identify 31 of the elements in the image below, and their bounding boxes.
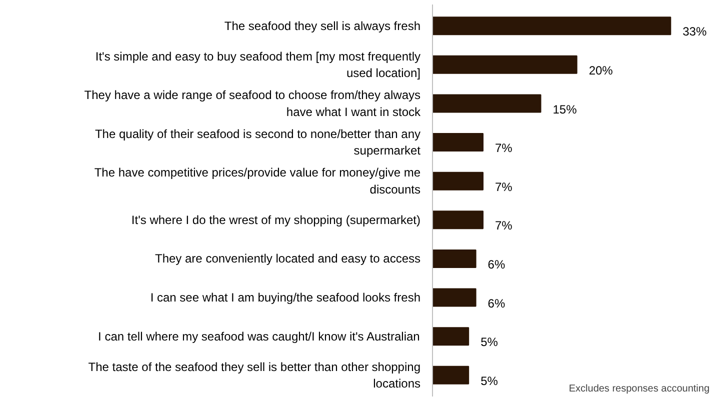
bar xyxy=(432,366,470,384)
y-tick-label: I can tell where my seafood was caught/I know it's Australian xyxy=(98,329,420,344)
bar xyxy=(432,55,578,74)
annotation: Excludes responses accounting xyxy=(568,384,710,394)
bar xyxy=(432,288,476,307)
data-label: 5% xyxy=(480,374,498,388)
y-tick-label: It's simple and easy to buy seafood them [my most frequently used location] xyxy=(95,49,421,80)
bar xyxy=(432,16,672,36)
bar xyxy=(432,327,470,346)
y-tick-label: It's where I do the wrest of my shopping (supermarket) xyxy=(131,212,421,227)
data-label: 7% xyxy=(495,218,513,233)
data-label: 7% xyxy=(495,141,513,156)
data-label: 6% xyxy=(488,296,506,310)
data-label: 6% xyxy=(488,258,506,272)
y-tick-label: I can see what I am buying/the seafood looks fresh xyxy=(150,290,421,305)
bar xyxy=(432,172,484,190)
data-label: 20% xyxy=(588,63,614,78)
bar xyxy=(432,94,542,113)
data-label: 5% xyxy=(480,335,498,350)
data-label: 7% xyxy=(495,180,513,194)
data-label: 33% xyxy=(682,24,707,39)
bar xyxy=(432,249,476,268)
bar xyxy=(432,133,484,152)
y-tick-label: The quality of their seafood is second to none/better than any supermarket xyxy=(94,126,422,158)
data-label: 15% xyxy=(552,102,578,116)
y-tick-label: The have competitive prices/provide value for money/give me discounts xyxy=(94,166,421,196)
y-tick-label: They have a wide range of seafood to choose from/they always have what I want in stock xyxy=(84,88,422,119)
y-tick-label: The taste of the seafood they sell is better than other shopping locations xyxy=(88,360,421,391)
y-tick-label: They are conveniently located and easy to access xyxy=(155,252,421,266)
y-tick-label: The seafood they sell is always fresh xyxy=(224,18,421,33)
bar xyxy=(432,210,484,230)
